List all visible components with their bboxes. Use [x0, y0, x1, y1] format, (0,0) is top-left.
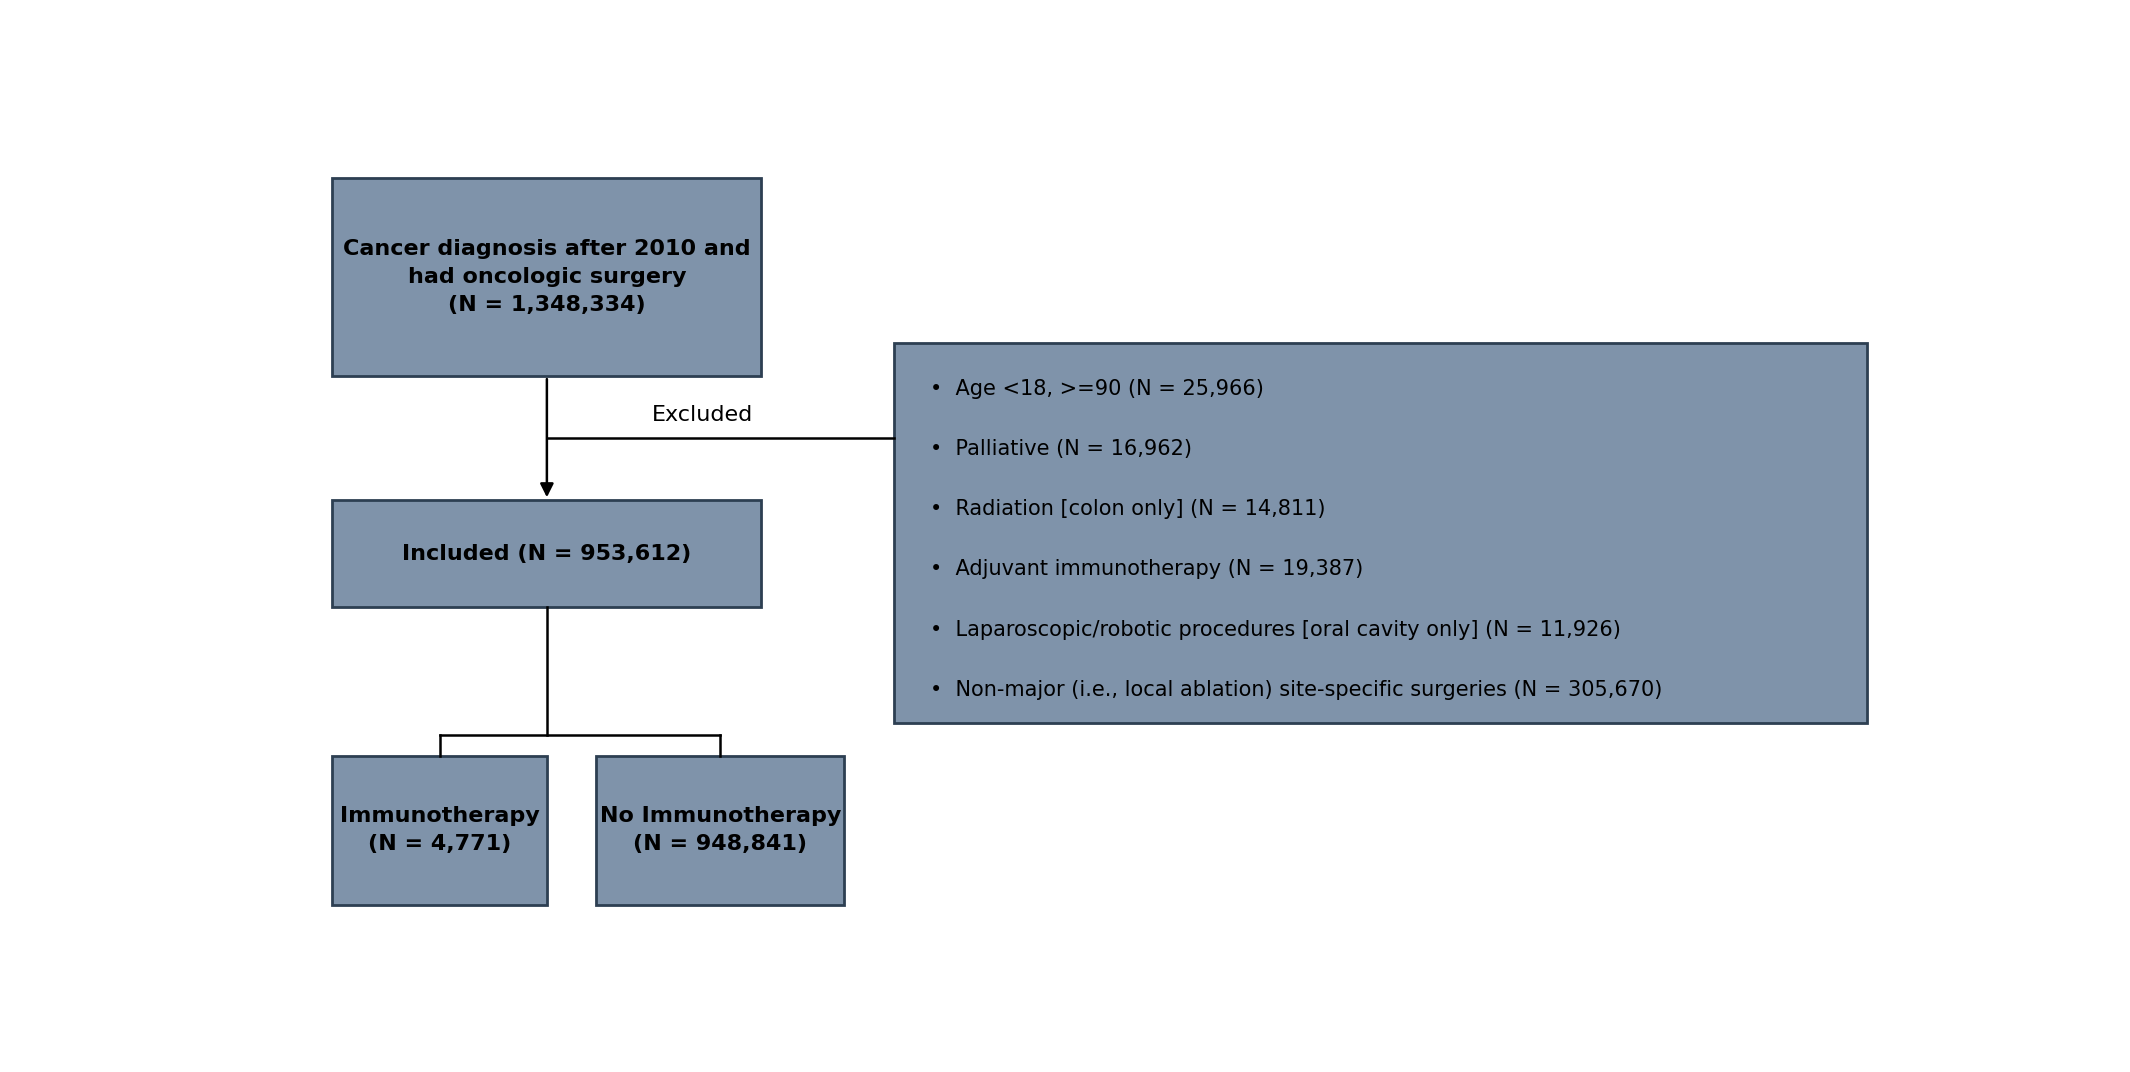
- FancyBboxPatch shape: [332, 178, 760, 376]
- FancyBboxPatch shape: [895, 343, 1868, 723]
- Text: •  Age <18, >=90 (N = 25,966): • Age <18, >=90 (N = 25,966): [931, 378, 1263, 399]
- FancyBboxPatch shape: [332, 500, 760, 608]
- Text: Excluded: Excluded: [652, 405, 754, 425]
- Text: •  Radiation [colon only] (N = 14,811): • Radiation [colon only] (N = 14,811): [931, 500, 1325, 519]
- Text: No Immunotherapy
(N = 948,841): No Immunotherapy (N = 948,841): [599, 806, 841, 854]
- Text: Immunotherapy
(N = 4,771): Immunotherapy (N = 4,771): [339, 806, 539, 854]
- Text: •  Palliative (N = 16,962): • Palliative (N = 16,962): [931, 438, 1193, 459]
- Text: Included (N = 953,612): Included (N = 953,612): [403, 544, 692, 564]
- FancyBboxPatch shape: [332, 756, 547, 905]
- Text: Cancer diagnosis after 2010 and
had oncologic surgery
(N = 1,348,334): Cancer diagnosis after 2010 and had onco…: [343, 239, 750, 315]
- FancyBboxPatch shape: [596, 756, 843, 905]
- Text: •  Non-major (i.e., local ablation) site-specific surgeries (N = 305,670): • Non-major (i.e., local ablation) site-…: [931, 680, 1661, 700]
- Text: •  Laparoscopic/robotic procedures [oral cavity only] (N = 11,926): • Laparoscopic/robotic procedures [oral …: [931, 620, 1621, 640]
- Text: •  Adjuvant immunotherapy (N = 19,387): • Adjuvant immunotherapy (N = 19,387): [931, 560, 1363, 580]
